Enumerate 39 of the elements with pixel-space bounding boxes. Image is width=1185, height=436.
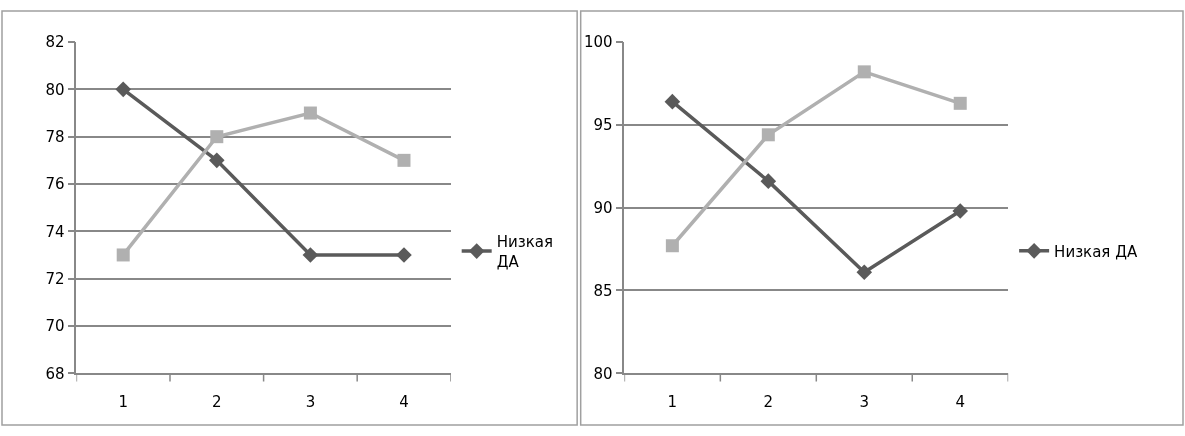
point (952, 203, 969, 219)
y-tick-label: 76 (45, 175, 65, 194)
y-tick-label: 80 (593, 364, 613, 383)
point (857, 65, 871, 79)
y-tick-label: 74 (45, 222, 65, 241)
point (116, 248, 130, 262)
y-tick-label: 100 (584, 33, 613, 52)
point (397, 153, 411, 167)
y-tick-label: 70 (45, 317, 65, 336)
point (856, 264, 873, 281)
x-tick-label: 2 (212, 393, 222, 411)
point (303, 106, 317, 120)
point (761, 128, 775, 142)
point (208, 152, 225, 169)
y-tick-label: 80 (45, 80, 65, 99)
y-tick-label: 90 (593, 198, 613, 217)
y-tick-label: 78 (45, 127, 65, 146)
y-tick-label: 85 (593, 281, 613, 300)
y-tick-label: 68 (45, 364, 65, 383)
point (664, 93, 681, 110)
point (953, 96, 967, 110)
y-tick-label: 72 (45, 269, 65, 288)
point (665, 239, 679, 253)
point (760, 173, 777, 189)
y-tick-label: 95 (593, 116, 613, 135)
point (115, 81, 131, 98)
legend-label: Низкая ДА (496, 233, 553, 271)
point (396, 247, 412, 263)
x-tick-label: 4 (955, 393, 966, 411)
x-tick-label: 3 (859, 393, 870, 411)
x-tick-label: 3 (305, 393, 316, 411)
x-tick-label: 1 (667, 393, 678, 411)
x-tick-label: 1 (118, 393, 128, 411)
y-tick-label: 82 (45, 33, 65, 52)
point (210, 130, 224, 144)
x-tick-label: 4 (399, 393, 409, 411)
legend-label: Низкая ДА (1054, 242, 1138, 261)
point (302, 247, 319, 263)
x-tick-label: 2 (763, 393, 774, 411)
